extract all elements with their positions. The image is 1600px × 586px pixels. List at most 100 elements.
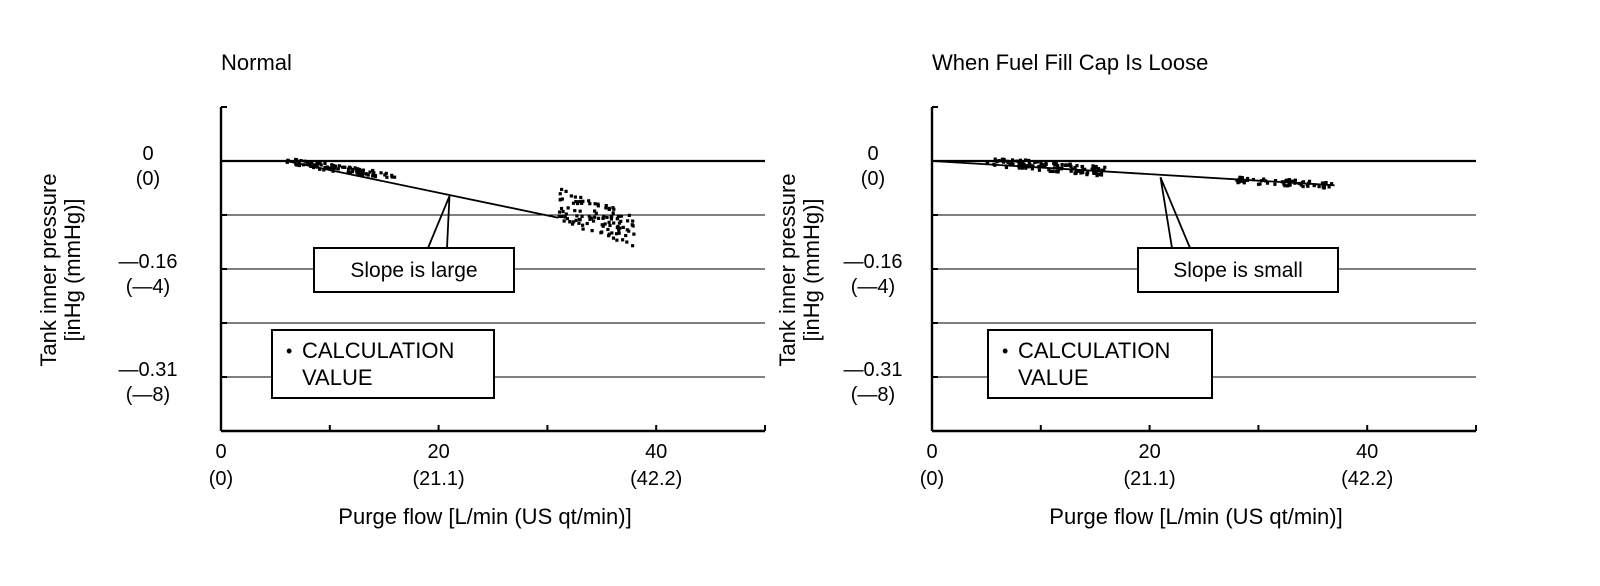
data-point — [1099, 173, 1103, 177]
data-point — [326, 166, 330, 170]
data-point — [602, 214, 606, 218]
data-point — [1009, 161, 1014, 165]
data-point — [993, 157, 997, 161]
data-point — [596, 202, 600, 206]
data-point — [1292, 179, 1296, 183]
chart-panel-2: When Fuel Fill Cap Is Loose 0 (0) —0.16 (—4)… — [775, 50, 1477, 529]
data-point — [574, 199, 578, 204]
data-point — [1027, 163, 1031, 168]
data-point — [618, 226, 622, 230]
data-point — [612, 221, 616, 225]
data-point — [1048, 169, 1052, 174]
data-point — [1065, 163, 1069, 167]
data-point — [1327, 185, 1331, 189]
data-point — [1093, 165, 1097, 169]
y-tick-label: —0.31 — [844, 359, 903, 381]
data-point — [315, 162, 319, 166]
data-point — [559, 206, 564, 211]
data-point — [614, 232, 619, 236]
data-point — [343, 165, 347, 169]
data-point — [1005, 159, 1009, 163]
data-point — [581, 199, 585, 203]
data-point — [1299, 183, 1303, 187]
data-point — [318, 167, 322, 171]
y-axis-label-units: [inHg (mmHg)] — [799, 198, 824, 341]
data-point — [588, 216, 593, 220]
data-point — [560, 187, 564, 192]
data-point — [624, 233, 628, 238]
y-tick-sublabel: (—8) — [851, 384, 895, 406]
data-point — [319, 163, 323, 167]
data-point — [611, 206, 615, 210]
data-point — [1290, 179, 1294, 184]
data-point — [562, 219, 566, 223]
data-point — [601, 216, 605, 220]
data-point — [577, 221, 581, 225]
data-point — [605, 215, 609, 220]
data-point — [587, 214, 591, 218]
data-point — [1324, 180, 1328, 185]
data-point — [1027, 158, 1031, 163]
data-point — [612, 207, 616, 211]
data-point — [351, 167, 355, 172]
x-tick-label: 40 — [645, 441, 667, 463]
data-point — [299, 158, 303, 163]
y-axis-label-group: Tank inner pressure [inHg (mmHg)] — [36, 173, 85, 366]
data-point — [346, 167, 351, 171]
data-point — [604, 206, 608, 210]
data-point — [1282, 182, 1286, 186]
data-point — [594, 211, 598, 215]
data-point — [1080, 164, 1085, 169]
x-tick-label: 20 — [1138, 441, 1160, 463]
data-point — [573, 195, 577, 199]
data-point — [347, 165, 352, 169]
x-axis-label: Purge flow [L/min (US qt/min)] — [1049, 504, 1342, 529]
data-point — [323, 161, 327, 166]
x-tick-sublabel: (21.1) — [412, 468, 464, 490]
data-point — [565, 217, 569, 221]
data-point — [632, 232, 636, 236]
chart-title: Normal — [221, 50, 292, 75]
data-point — [1246, 176, 1250, 181]
data-point — [1023, 158, 1028, 162]
data-point — [606, 234, 611, 238]
data-point — [285, 160, 289, 164]
data-point — [356, 167, 360, 171]
data-point — [1020, 166, 1024, 170]
data-point — [1236, 181, 1240, 185]
data-point — [560, 197, 564, 201]
data-point — [1103, 165, 1107, 169]
legend-box — [271, 329, 495, 399]
data-point — [1030, 167, 1035, 171]
data-point — [1273, 179, 1278, 183]
data-point — [329, 166, 333, 170]
data-point — [574, 218, 578, 222]
y-tick-label: —0.16 — [844, 251, 903, 273]
data-point — [1017, 166, 1021, 170]
trend-line — [286, 160, 559, 219]
data-point — [350, 170, 355, 174]
data-point — [323, 165, 327, 170]
data-point — [361, 171, 365, 175]
y-axis-label-units: [inHg (mmHg)] — [60, 198, 85, 341]
data-point — [1009, 163, 1013, 167]
data-point — [1307, 179, 1312, 183]
data-point — [617, 228, 621, 232]
data-point — [346, 170, 350, 174]
callout-box — [1137, 247, 1339, 293]
data-point — [333, 166, 337, 170]
data-point — [1239, 179, 1244, 183]
data-point — [379, 171, 383, 175]
data-point — [1322, 185, 1326, 189]
data-point — [563, 215, 567, 219]
data-point — [1095, 171, 1099, 176]
data-point — [1238, 175, 1242, 179]
data-point — [1056, 168, 1060, 173]
data-point — [600, 230, 604, 234]
data-point — [1056, 163, 1060, 168]
data-point — [1301, 184, 1305, 189]
data-point — [1054, 162, 1058, 166]
data-point — [1081, 171, 1085, 175]
